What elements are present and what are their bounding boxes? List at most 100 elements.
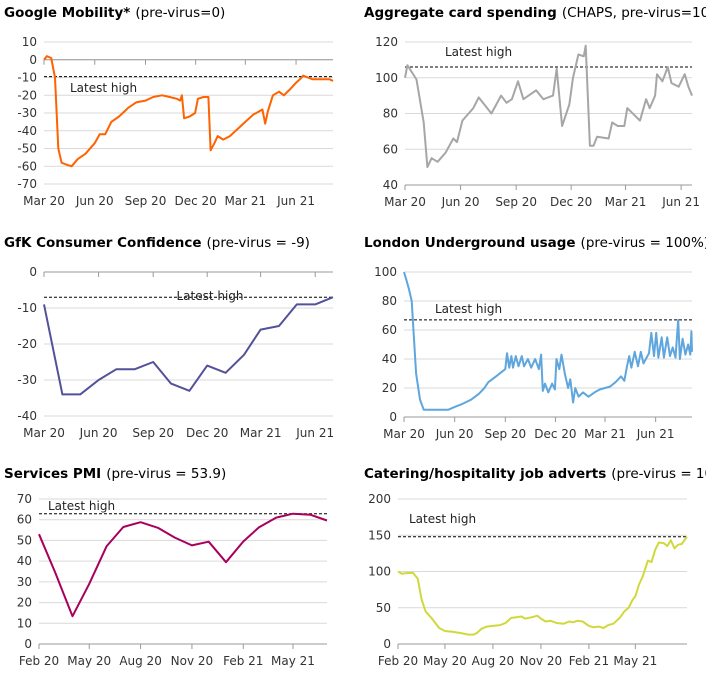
- x-tick-label: Sep 20: [495, 195, 537, 209]
- chart-subtitle: (pre-virus=0): [135, 5, 225, 21]
- chart-subtitle: (pre-virus = 100): [611, 466, 706, 482]
- chart-subtitle: (pre-virus = 53.9): [106, 466, 226, 482]
- x-tick-label: Mar 21: [584, 427, 626, 441]
- x-tick-label: May 21: [271, 654, 315, 668]
- x-tick-label: Jun 21: [661, 195, 700, 209]
- y-tick-label: -10: [17, 71, 37, 85]
- y-tick-label: 80: [382, 294, 397, 308]
- series-line: [397, 536, 688, 636]
- x-tick-label: Mar 20: [383, 427, 425, 441]
- y-tick-label: 40: [383, 178, 398, 192]
- y-tick-label: -70: [17, 177, 37, 191]
- x-tick-label: Dec 20: [175, 194, 217, 208]
- y-tick-label: 50: [17, 533, 32, 547]
- chart-title-main: GfK Consumer Confidence: [4, 235, 202, 251]
- chart-subtitle: (CHAPS, pre-virus=100): [562, 5, 706, 21]
- x-tick-label: Mar 20: [384, 195, 426, 209]
- x-tick-label: Mar 21: [224, 194, 266, 208]
- latest-high-label: Latest high: [70, 81, 137, 95]
- x-tick-label: Jun 20: [75, 194, 114, 208]
- chart-subtitle: (pre-virus = -9): [207, 235, 310, 251]
- x-tick-label: Sep 20: [484, 427, 526, 441]
- x-tick-label: Sep 20: [132, 426, 174, 440]
- y-tick-label: 0: [29, 265, 37, 279]
- chart-title-main: Services PMI: [4, 466, 101, 482]
- chart-panel-3: GfK Consumer Confidence (pre-virus = -9) 0…: [4, 235, 334, 440]
- latest-high-label: Latest high: [48, 499, 115, 513]
- chart-title: GfK Consumer Confidence (pre-virus = -9): [4, 235, 310, 251]
- series-line: [404, 44, 693, 169]
- x-tick-label: Mar 20: [23, 426, 65, 440]
- y-tick-label: 120: [375, 35, 398, 49]
- chart-title: London Underground usage (pre-virus = 100…: [364, 235, 706, 251]
- y-tick-label: 60: [17, 513, 32, 527]
- y-tick-label: 10: [22, 35, 37, 49]
- x-tick-label: Feb 21: [223, 654, 263, 668]
- x-tick-label: Nov 20: [171, 654, 214, 668]
- y-tick-label: -20: [17, 337, 37, 351]
- chart-panel-4: London Underground usage (pre-virus = 100…: [364, 235, 706, 441]
- chart-title: Catering/hospitality job adverts (pre-vir…: [364, 466, 706, 482]
- y-tick-label: 0: [29, 53, 37, 67]
- y-tick-label: 20: [17, 596, 32, 610]
- y-tick-label: 30: [17, 575, 32, 589]
- chart-panel-5: Services PMI (pre-virus = 53.9) 70 60 50 40 30…: [4, 466, 328, 668]
- series-line: [403, 271, 693, 411]
- y-tick-label: 150: [368, 528, 391, 542]
- chart-panel-6: Catering/hospitality job adverts (pre-vir…: [364, 466, 706, 668]
- y-tick-label: -30: [17, 106, 37, 120]
- y-tick-label: -10: [17, 301, 37, 315]
- y-tick-label: 0: [24, 637, 32, 651]
- x-tick-label: Jun 20: [435, 427, 474, 441]
- y-tick-label: -40: [17, 409, 37, 423]
- y-tick-label: 50: [376, 601, 391, 615]
- x-tick-label: Nov 20: [520, 654, 563, 668]
- y-tick-label: 40: [17, 554, 32, 568]
- x-tick-label: Feb 21: [569, 654, 609, 668]
- y-tick-label: 80: [383, 107, 398, 121]
- y-tick-label: 0: [389, 410, 397, 424]
- y-tick-label: 40: [382, 352, 397, 366]
- x-tick-label: Feb 20: [378, 654, 418, 668]
- latest-high-label: Latest high: [409, 512, 476, 526]
- x-tick-label: Aug 20: [119, 654, 162, 668]
- chart-panel-1: Google Mobility* (pre-virus=0) 10 0 -10 -20 -3…: [4, 5, 334, 208]
- chart-title: Aggregate card spending (CHAPS, pre-virus…: [364, 5, 706, 21]
- x-tick-label: Mar 21: [605, 195, 647, 209]
- x-tick-label: Aug 20: [472, 654, 515, 668]
- chart-title: Google Mobility* (pre-virus=0): [4, 5, 225, 21]
- x-tick-label: May 21: [613, 654, 657, 668]
- y-tick-label: 20: [382, 381, 397, 395]
- y-tick-label: 0: [383, 637, 391, 651]
- chart-subtitle: (pre-virus = 100%): [581, 235, 706, 251]
- chart-title-main: Google Mobility*: [4, 5, 130, 21]
- x-tick-label: Sep 20: [125, 194, 167, 208]
- y-tick-label: -60: [17, 159, 37, 173]
- y-tick-label: 10: [17, 616, 32, 630]
- latest-high-label: Latest high: [445, 45, 512, 59]
- y-tick-label: 200: [368, 492, 391, 506]
- chart-panel-2: Aggregate card spending (CHAPS, pre-virus…: [364, 5, 706, 209]
- series-line: [43, 296, 334, 396]
- x-tick-label: Mar 20: [23, 194, 65, 208]
- y-tick-label: 70: [17, 492, 32, 506]
- y-tick-label: -20: [17, 88, 37, 102]
- x-tick-label: May 20: [67, 654, 111, 668]
- x-tick-label: Dec 20: [550, 195, 592, 209]
- y-tick-label: 100: [374, 265, 397, 279]
- chart-title: Services PMI (pre-virus = 53.9): [4, 466, 226, 482]
- chart-title-main: London Underground usage: [364, 235, 576, 251]
- y-tick-label: -30: [17, 373, 37, 387]
- latest-high-label: Latest high: [176, 289, 243, 303]
- x-tick-label: Mar 21: [240, 426, 282, 440]
- x-tick-label: Dec 20: [534, 427, 576, 441]
- x-tick-label: Jun 21: [295, 426, 334, 440]
- latest-high-label: Latest high: [435, 302, 502, 316]
- series-line: [38, 512, 328, 618]
- x-tick-label: Jun 20: [441, 195, 480, 209]
- series-line: [43, 55, 334, 168]
- x-tick-label: Jun 21: [636, 427, 675, 441]
- x-tick-label: Jun 21: [276, 194, 315, 208]
- y-tick-label: 60: [382, 323, 397, 337]
